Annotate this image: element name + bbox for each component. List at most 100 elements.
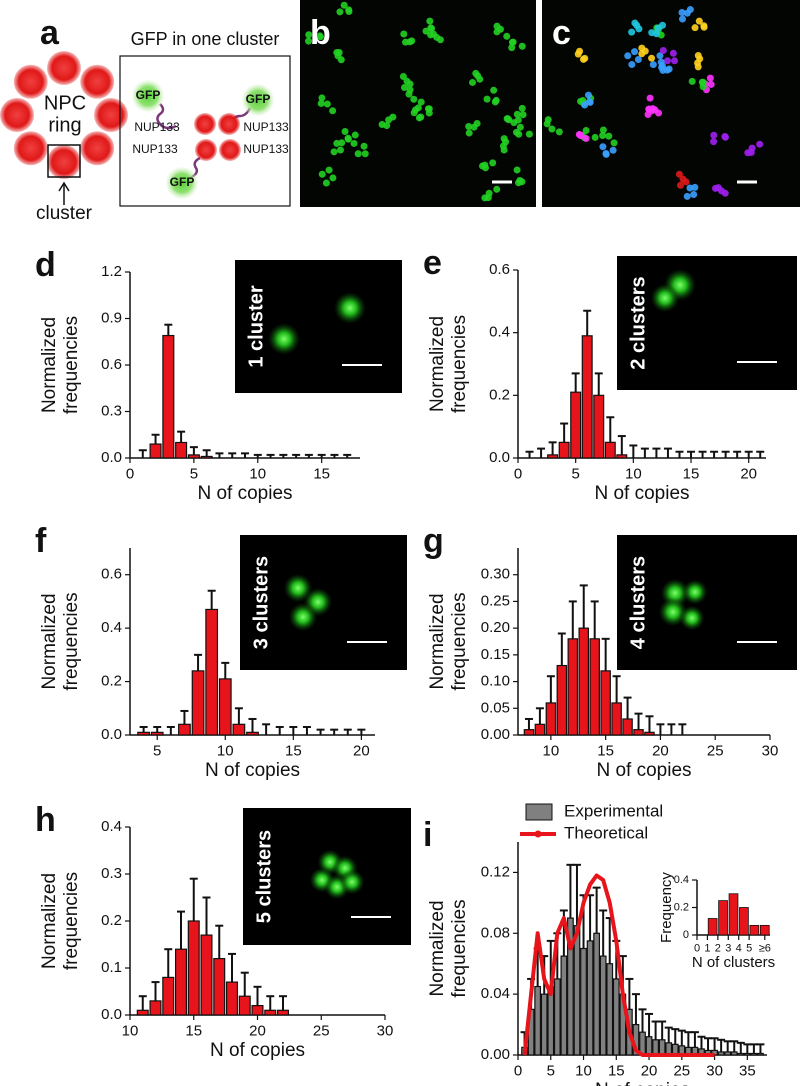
spot [691, 24, 699, 32]
x-tick-label: 20 [249, 1022, 266, 1039]
bar [213, 957, 226, 1016]
bar [759, 924, 770, 936]
spot [317, 99, 325, 107]
arrow-head [58, 181, 70, 192]
spot [721, 189, 729, 197]
spot [599, 126, 607, 134]
bar [633, 729, 644, 736]
spot [656, 52, 664, 60]
spot [576, 131, 584, 139]
spot [329, 107, 337, 115]
spot [694, 59, 702, 67]
spot [516, 123, 524, 131]
spot [669, 49, 677, 57]
bar [556, 664, 568, 736]
bar [545, 702, 557, 736]
bar [757, 1052, 764, 1056]
spot [481, 161, 489, 169]
y-tick-label: 0.6 [101, 566, 122, 583]
x-tick-label: 5 [746, 943, 752, 955]
spot [648, 29, 656, 37]
x-axis-label: N of clusters [692, 954, 775, 971]
spot [345, 6, 353, 14]
bar [558, 441, 570, 459]
bar [593, 394, 605, 459]
spot [698, 78, 706, 86]
fluorescence [650, 283, 680, 313]
inset-image [617, 256, 797, 390]
fluorescence [283, 573, 313, 603]
x-tick-label: 10 [122, 1022, 139, 1039]
bar [724, 1051, 732, 1056]
bar [150, 731, 164, 736]
y-axis-label: frequencies [61, 872, 82, 970]
spot [428, 24, 436, 32]
bar [589, 638, 600, 736]
x-axis-label: N of copies [595, 1080, 690, 1086]
y-tick-label: 0.4 [489, 324, 510, 341]
bar [581, 335, 593, 459]
spot [635, 25, 643, 33]
y-tick-label: 0.08 [481, 924, 510, 941]
bar [534, 723, 546, 736]
y-axis-label: Normalized [39, 593, 60, 689]
fluorescence [682, 579, 708, 605]
inset-image [235, 260, 402, 393]
bar [137, 731, 150, 736]
y-tick-label: 0.05 [481, 699, 510, 716]
spot [581, 101, 589, 109]
cluster-label: cluster [36, 203, 93, 224]
bar [600, 670, 611, 736]
linker [156, 103, 177, 130]
nup [219, 139, 241, 161]
spot [678, 15, 686, 23]
x-tick-label: 1 [704, 943, 710, 955]
spot [408, 37, 416, 45]
spot [675, 170, 683, 178]
spot [609, 146, 617, 154]
x-axis-label: N of copies [205, 760, 300, 781]
spot [361, 150, 369, 158]
spot [509, 38, 517, 46]
spot [700, 22, 708, 30]
spot [628, 61, 636, 69]
spot [671, 57, 679, 65]
fluorescence [679, 605, 705, 631]
bar [593, 932, 601, 1056]
spot [335, 49, 343, 57]
spot [378, 120, 386, 128]
spot [657, 58, 665, 66]
y-tick-label: 0.15 [481, 646, 510, 663]
spot [679, 175, 687, 183]
bar [540, 993, 548, 1056]
spot [649, 61, 657, 69]
y-tick-label: 0.6 [101, 356, 122, 373]
spot [325, 166, 333, 174]
y-tick-label: 0.0 [101, 726, 122, 743]
x-tick-label: 5 [547, 1062, 555, 1079]
x-tick-label: 15 [597, 742, 614, 759]
spot [610, 139, 618, 147]
bar [191, 670, 205, 736]
bar [200, 934, 213, 1016]
spot [605, 132, 613, 140]
spot [584, 91, 592, 99]
y-tick-label: 0.30 [481, 566, 510, 583]
gfp-label: GFP [246, 92, 271, 106]
bar [174, 948, 188, 1016]
y-tick-label: 1.2 [101, 263, 122, 280]
spot [485, 189, 493, 197]
gfp [132, 80, 164, 112]
spot [414, 104, 422, 112]
bar [547, 985, 555, 1056]
spot [648, 54, 656, 62]
spot [525, 130, 533, 138]
spot [634, 55, 642, 63]
spot [410, 95, 418, 103]
spot [628, 28, 636, 36]
spot [399, 72, 407, 80]
spot [305, 31, 313, 39]
y-tick-label: 0.0 [101, 1006, 122, 1023]
bar [232, 723, 246, 736]
y-axis-label: Normalized [39, 317, 60, 413]
